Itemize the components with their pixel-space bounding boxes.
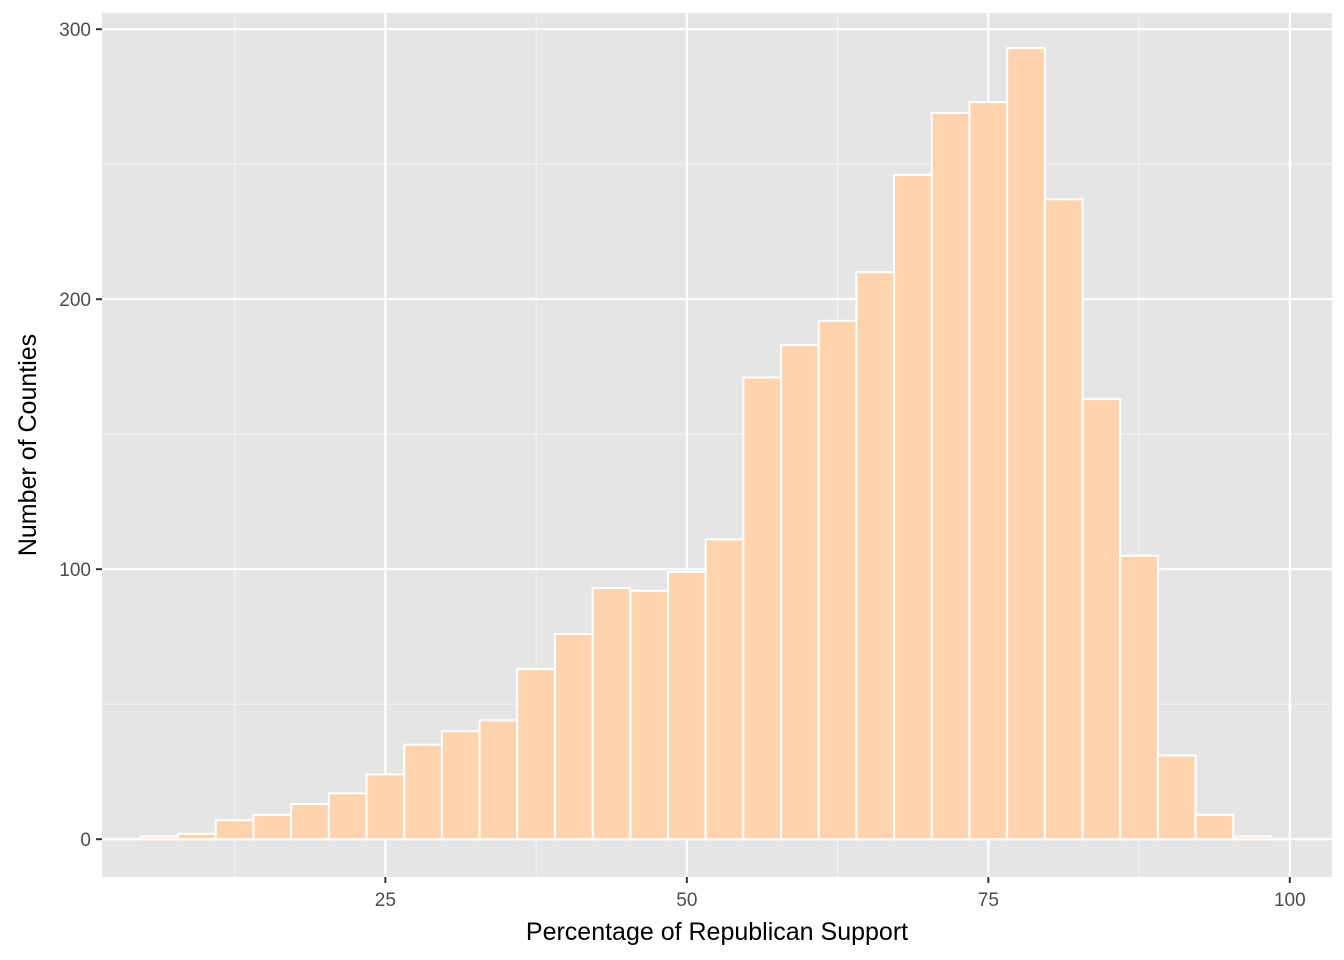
histogram-bar [1232, 835, 1272, 841]
histogram-bar [516, 668, 556, 841]
histogram-bar [1043, 198, 1084, 841]
histogram-bar [327, 792, 368, 841]
x-axis: 25 50 75 100 [375, 877, 1306, 911]
histogram-bar [252, 813, 293, 841]
y-axis-title: Number of Counties [14, 334, 42, 556]
histogram-bar [893, 174, 933, 841]
x-tick-label: 50 [676, 890, 697, 911]
histogram-bar [1006, 47, 1046, 841]
histogram-bar [968, 101, 1009, 841]
histogram-bar [591, 587, 632, 841]
y-tick-label: 100 [59, 560, 91, 581]
x-tick-label: 25 [375, 890, 396, 911]
histogram-bar [1119, 554, 1159, 841]
histogram-bar [930, 111, 971, 841]
histogram-bar [817, 319, 858, 841]
histogram-bar [1156, 754, 1197, 841]
histogram-bar [704, 538, 745, 841]
histogram-bar [214, 819, 255, 841]
histogram-bar [440, 730, 481, 841]
histogram-bar [478, 719, 519, 841]
histogram-bar [667, 570, 707, 841]
histogram-bar [290, 803, 330, 841]
histogram-bar [403, 743, 443, 841]
histogram-bar [742, 376, 783, 841]
x-tick-label: 100 [1274, 890, 1306, 911]
histogram-bar [177, 832, 217, 841]
histogram-bar [553, 633, 594, 841]
histogram-bar [629, 589, 670, 841]
y-tick-label: 300 [59, 20, 91, 41]
histogram-bar [855, 271, 896, 841]
y-tick-label: 200 [59, 290, 91, 311]
histogram-bar [139, 835, 180, 841]
y-tick-label: 0 [80, 830, 91, 851]
y-axis: 0 100 200 300 [59, 20, 102, 851]
histogram-bar [1194, 813, 1235, 841]
histogram-bar [780, 344, 820, 841]
x-axis-title: Percentage of Republican Support [526, 918, 908, 946]
histogram-bar [1081, 398, 1122, 841]
histogram-bar [365, 773, 406, 841]
histogram-bars [139, 47, 1272, 841]
x-tick-label: 75 [978, 890, 999, 911]
